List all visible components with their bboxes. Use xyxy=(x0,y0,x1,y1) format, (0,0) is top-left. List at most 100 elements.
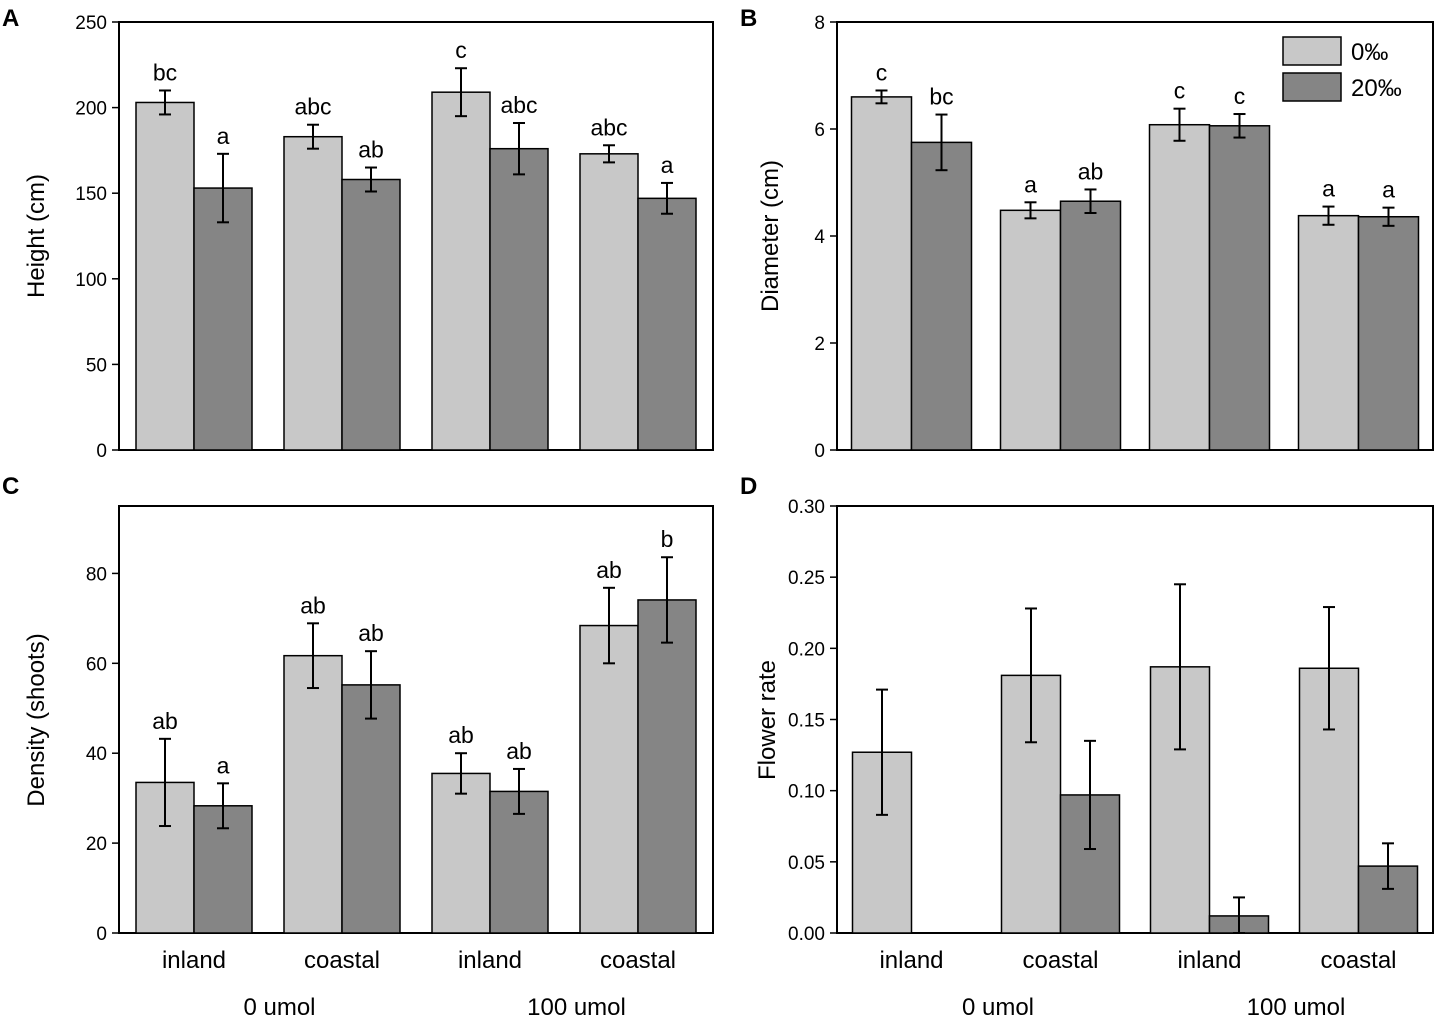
significance-label: a xyxy=(1024,171,1037,197)
significance-label: ab xyxy=(506,738,532,764)
y-tick-label: 0.10 xyxy=(788,782,825,803)
bar-salinity-20 xyxy=(1208,125,1271,451)
bar-salinity-0 xyxy=(999,209,1062,451)
bar-salinity-20 xyxy=(341,178,401,451)
significance-label: abc xyxy=(294,94,331,120)
significance-label: c xyxy=(455,37,467,63)
bar-salinity-0 xyxy=(1298,667,1360,934)
x-tick-label: inland xyxy=(162,947,226,974)
bar-salinity-20 xyxy=(193,187,253,451)
significance-label: a xyxy=(661,152,674,178)
panel-letter: D xyxy=(740,473,757,500)
y-tick-label: 0.15 xyxy=(788,711,825,732)
bar-salinity-0 xyxy=(135,101,195,451)
panel-d: D 0.00 0.05 0.10 0.15 0.20 0.25 0.30 Flower rate… xyxy=(740,473,1434,1017)
bar-salinity-0 xyxy=(579,624,639,934)
bar-salinity-20 xyxy=(637,197,697,451)
bar-salinity-0 xyxy=(283,654,343,934)
y-tick-label: 6 xyxy=(814,120,825,141)
y-tick-label: 2 xyxy=(814,334,825,355)
significance-label: a xyxy=(1322,176,1335,202)
x-tick-label: inland xyxy=(879,947,943,974)
y-tick-label: 20 xyxy=(86,834,107,855)
y-tick-label: 0 xyxy=(96,924,107,945)
legend-label: 20‰ xyxy=(1351,75,1402,102)
y-tick-label: 200 xyxy=(75,99,107,120)
significance-label: bc xyxy=(153,59,177,85)
y-tick-label: 0 xyxy=(814,441,825,462)
significance-label: ab xyxy=(358,137,384,163)
significance-label: abc xyxy=(590,114,627,140)
legend-label: 0‰ xyxy=(1351,39,1388,66)
significance-label: ab xyxy=(300,592,326,618)
significance-label: bc xyxy=(929,84,953,110)
y-axis-label: Density (shoots) xyxy=(23,633,50,806)
x-tick-label: inland xyxy=(1177,947,1241,974)
bar-salinity-0 xyxy=(850,96,913,451)
significance-label: c xyxy=(876,59,888,85)
y-tick-label: 0.25 xyxy=(788,568,825,589)
group-label: 100 umol xyxy=(527,994,626,1017)
significance-label: ab xyxy=(448,722,474,748)
legend-swatch-0 xyxy=(1282,36,1342,66)
bar-salinity-0 xyxy=(579,153,639,451)
panel-c: C 0 20 40 60 80 Density (shoots) ab a inland ab ab c… xyxy=(2,473,714,1017)
group-label: 100 umol xyxy=(1247,994,1346,1017)
y-axis-label: Flower rate xyxy=(754,660,781,780)
y-tick-label: 4 xyxy=(814,227,825,248)
x-tick-label: coastal xyxy=(304,947,380,974)
y-axis-label: Height (cm) xyxy=(23,174,50,298)
bar-salinity-20 xyxy=(341,684,401,934)
bar-salinity-20 xyxy=(1357,215,1420,451)
y-tick-label: 80 xyxy=(86,564,107,585)
y-tick-label: 250 xyxy=(75,13,107,34)
significance-label: ab xyxy=(596,557,622,583)
y-tick-label: 60 xyxy=(86,654,107,675)
plot-frame xyxy=(118,505,714,934)
y-tick-label: 50 xyxy=(86,355,107,376)
x-tick-label: coastal xyxy=(1022,947,1098,974)
y-tick-label: 100 xyxy=(75,270,107,291)
x-tick-label: inland xyxy=(458,947,522,974)
significance-label: ab xyxy=(152,708,178,734)
y-axis-label: Diameter (cm) xyxy=(757,160,784,312)
bar-salinity-0 xyxy=(283,135,343,451)
group-label: 0 umol xyxy=(962,994,1034,1017)
bar-salinity-20 xyxy=(1059,200,1122,451)
group-label: 0 umol xyxy=(243,994,315,1017)
significance-label: abc xyxy=(500,92,537,118)
bar-salinity-20 xyxy=(910,141,973,451)
bar-salinity-20 xyxy=(489,147,549,451)
y-tick-label: 0.20 xyxy=(788,639,825,660)
y-tick-label: 8 xyxy=(814,13,825,34)
y-tick-label: 150 xyxy=(75,184,107,205)
significance-label: ab xyxy=(1078,158,1104,184)
y-tick-label: 0.30 xyxy=(788,497,825,518)
significance-label: c xyxy=(1174,78,1186,104)
significance-label: a xyxy=(217,752,230,778)
significance-label: a xyxy=(217,123,230,149)
plot-frame xyxy=(118,21,714,451)
bar-salinity-20 xyxy=(637,599,697,934)
panel-b: B 0 2 4 6 8 Diameter (cm) c bc a ab c c a a xyxy=(740,5,1434,462)
panel-letter: C xyxy=(2,473,19,500)
x-tick-label: coastal xyxy=(1320,947,1396,974)
bar-salinity-0 xyxy=(431,772,491,934)
y-tick-label: 0 xyxy=(96,441,107,462)
significance-label: a xyxy=(1382,177,1395,203)
significance-label: b xyxy=(661,526,674,552)
panel-letter: B xyxy=(740,5,757,32)
bar-salinity-0 xyxy=(431,91,491,451)
y-tick-label: 0.05 xyxy=(788,853,825,874)
x-tick-label: coastal xyxy=(600,947,676,974)
legend: 0‰20‰ xyxy=(1282,36,1402,102)
legend-swatch-20 xyxy=(1282,72,1342,102)
panel-letter: A xyxy=(2,5,19,32)
significance-label: c xyxy=(1234,83,1246,109)
y-tick-label: 0.00 xyxy=(788,924,825,945)
significance-label: ab xyxy=(358,620,384,646)
bar-salinity-0 xyxy=(1148,123,1211,451)
y-tick-label: 40 xyxy=(86,744,107,765)
